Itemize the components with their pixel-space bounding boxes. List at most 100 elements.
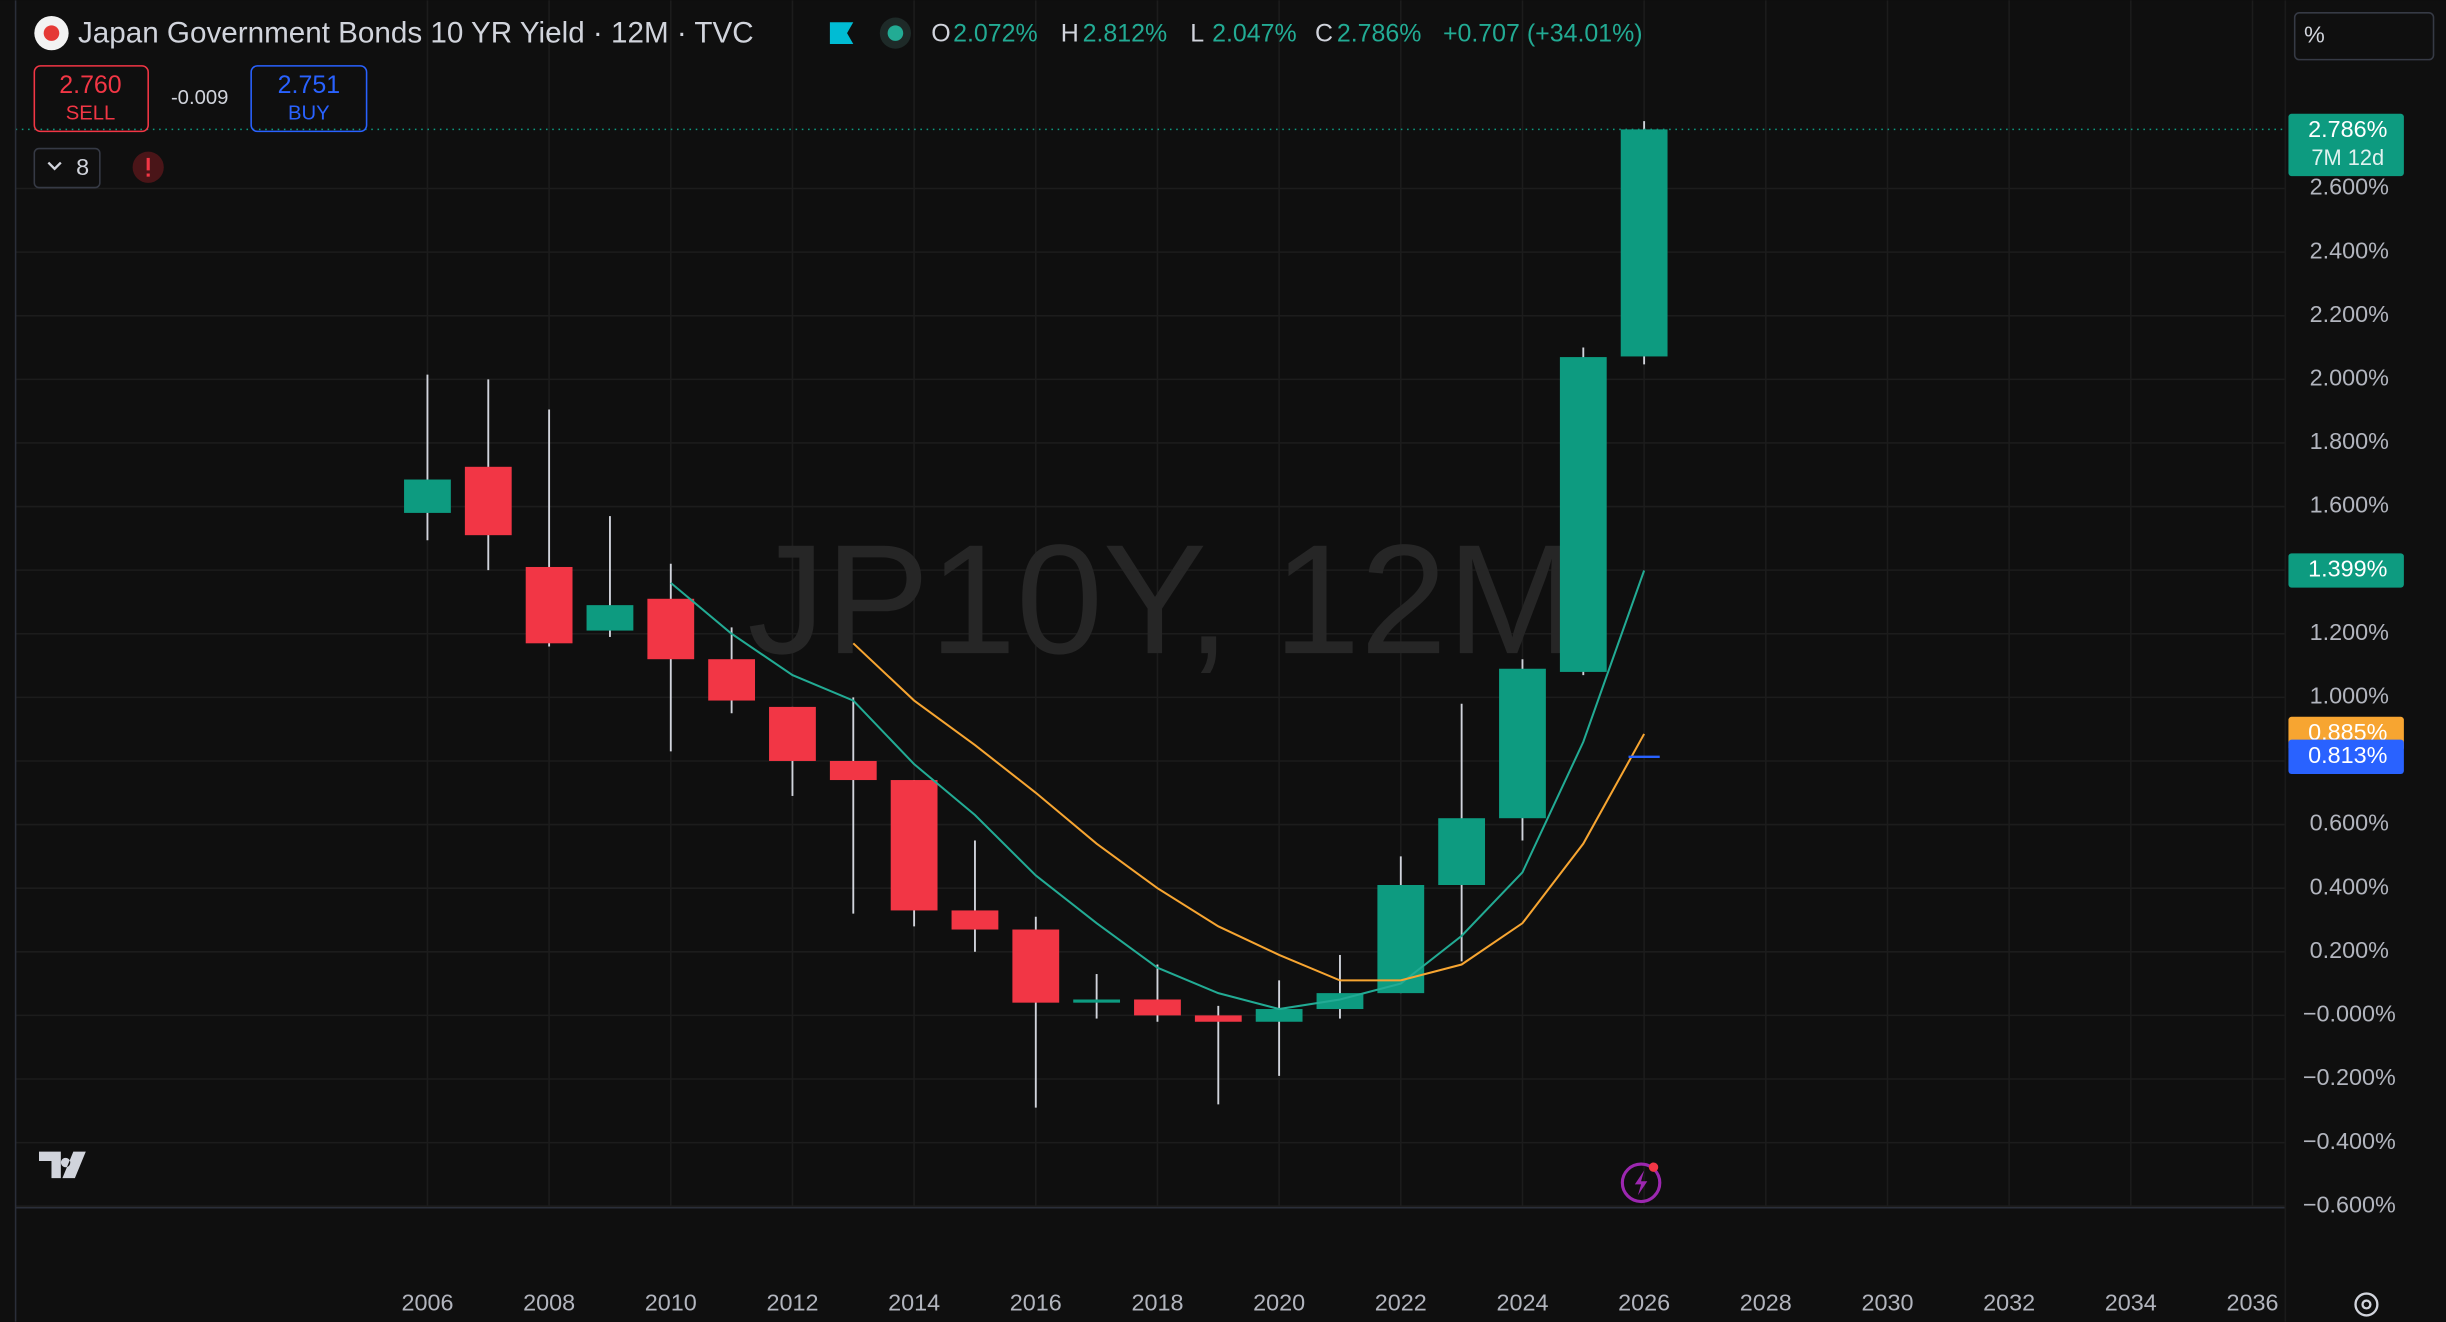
y-tick-label: 1.600%: [2310, 492, 2389, 518]
legend-value: 2.047%: [1212, 19, 1297, 47]
candle-body: [708, 659, 756, 701]
candle-body: [1620, 129, 1668, 357]
news-bolt: [1634, 1170, 1648, 1196]
candle-body: [647, 598, 695, 660]
scale-button-label: %: [2304, 21, 2325, 47]
candle-body: [1499, 668, 1546, 819]
y-tick-label: 2.200%: [2310, 301, 2389, 327]
price-label-box: [2288, 739, 2404, 774]
x-tick-label: 2024: [1496, 1290, 1548, 1316]
candle-body: [464, 466, 512, 536]
y-tick-label: −0.000%: [2303, 1001, 2396, 1027]
countdown: 7M 12d: [2311, 145, 2384, 170]
x-tick-label: 2036: [2226, 1290, 2278, 1316]
indicator-toggle[interactable]: [33, 147, 101, 189]
candle-body: [829, 760, 877, 781]
chevron: [47, 161, 62, 171]
candle-body: [525, 566, 573, 644]
price-label: 2.786%: [2308, 116, 2387, 142]
y-tick-label: 0.200%: [2310, 937, 2389, 963]
x-tick-label: 2016: [1010, 1290, 1062, 1316]
candle-body: [586, 605, 634, 631]
x-tick-label: 2012: [766, 1290, 818, 1316]
grid: [15, 0, 2286, 1207]
warning-dot: [146, 173, 150, 177]
y-tick-label: 2.400%: [2310, 237, 2389, 263]
sell-label: SELL: [66, 103, 116, 125]
x-tick-label: 2022: [1375, 1290, 1427, 1316]
spread: -0.009: [171, 87, 228, 109]
chart-title: Japan Government Bonds 10 YR Yield · 12M…: [78, 17, 754, 50]
buy-button[interactable]: [250, 65, 368, 133]
settings-center: [2361, 1299, 2372, 1310]
x-tick-label: 2014: [888, 1290, 940, 1316]
indicator-count: 8: [76, 154, 89, 180]
sell-price: 2.760: [59, 71, 121, 99]
candle-body: [1377, 884, 1425, 994]
candle-body: [404, 479, 451, 513]
watermark: JP10Y, 12M: [747, 513, 1577, 687]
candle-body: [1073, 999, 1121, 1003]
symbol-icon-dot: [43, 25, 60, 41]
x-tick-label: 2008: [523, 1290, 575, 1316]
legend-key: L: [1190, 19, 1204, 47]
candle-body: [1194, 1015, 1242, 1022]
x-tick-label: 2026: [1618, 1290, 1670, 1316]
settings-icon[interactable]: [2354, 1292, 2379, 1317]
buy-label: BUY: [288, 103, 330, 125]
sell-button[interactable]: [33, 65, 149, 133]
moving-average: [670, 570, 1646, 1011]
y-tick-label: 2.000%: [2310, 365, 2389, 391]
candle-body: [1255, 1009, 1303, 1022]
change: +0.707 (+34.01%): [1443, 19, 1643, 47]
candle-body: [769, 706, 816, 761]
y-tick-label: −0.200%: [2303, 1064, 2396, 1090]
flag-icon[interactable]: [829, 22, 854, 45]
legend-key: H: [1061, 19, 1079, 47]
price-label-box: [2288, 553, 2404, 588]
ohlc-legend: O 2.072% H 2.812% L 2.047% C 2.786%: [931, 19, 1421, 47]
x-tick-label: 2028: [1740, 1290, 1792, 1316]
legend-key: O: [931, 19, 950, 47]
x-tick-label: 2020: [1253, 1290, 1305, 1316]
price-label-box: [2288, 113, 2404, 177]
plot: [15, 121, 2286, 1108]
price-label: 0.813%: [2308, 742, 2387, 768]
x-tick-label: 2018: [1131, 1290, 1183, 1316]
x-tick-label: 2034: [2105, 1290, 2157, 1316]
x-tick-label: 2030: [1861, 1290, 1913, 1316]
moving-average: [852, 642, 1646, 982]
logo[interactable]: [38, 1151, 86, 1179]
y-tick-label: −0.600%: [2303, 1191, 2396, 1217]
y-tick-label: 1.800%: [2310, 428, 2389, 454]
candle-body: [951, 910, 999, 930]
warning-mark: [146, 157, 150, 171]
legend-value: 2.786%: [1337, 19, 1422, 47]
candle-body: [1134, 999, 1181, 1016]
candle-body: [1559, 357, 1607, 672]
y-tick-label: 0.400%: [2310, 873, 2389, 899]
news-dot: [1648, 1162, 1659, 1172]
candle-body: [890, 780, 938, 911]
y-tick-label: 0.600%: [2310, 810, 2389, 836]
y-tick-label: 2.600%: [2310, 174, 2389, 200]
y-tick-label: 1.200%: [2310, 619, 2389, 645]
axes: −0.600% −0.400% −0.200% −0.000% 0.200% 0.400%…: [401, 113, 2404, 1316]
candle-body: [1438, 818, 1486, 885]
status-dot: [887, 25, 904, 41]
legend-value: 2.812%: [1083, 19, 1168, 47]
y-tick-label: −0.400%: [2303, 1128, 2396, 1154]
y-tick-label: 1.000%: [2310, 683, 2389, 709]
legend-key: C: [1315, 19, 1333, 47]
buy-price: 2.751: [278, 71, 340, 99]
price-label: 1.399%: [2308, 556, 2387, 582]
x-tick-label: 2032: [1983, 1290, 2035, 1316]
scale-button[interactable]: [2293, 12, 2435, 61]
candle-body: [1012, 929, 1060, 1003]
legend-value: 2.072%: [953, 19, 1038, 47]
news-icon[interactable]: [1620, 1162, 1662, 1204]
x-tick-label: 2006: [401, 1290, 453, 1316]
